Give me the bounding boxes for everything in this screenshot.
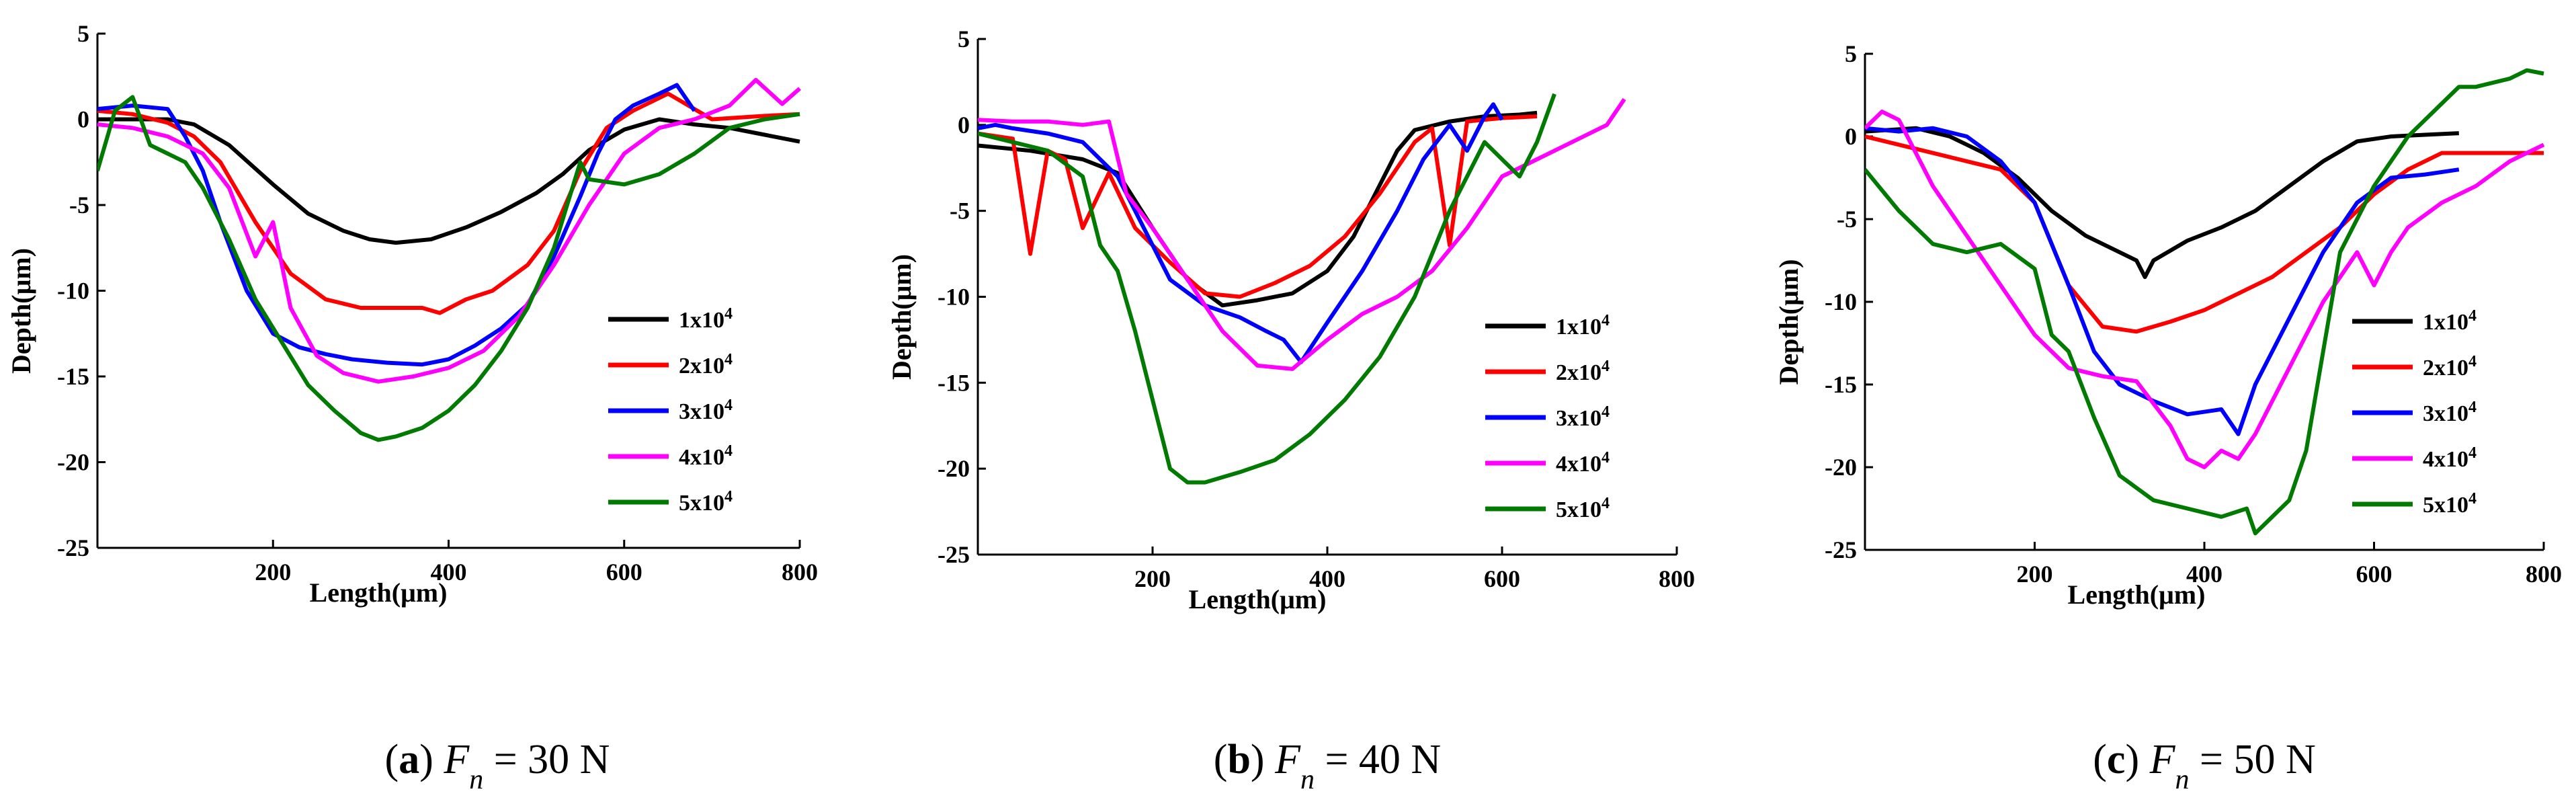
y-tick-label: -15 xyxy=(938,369,970,396)
y-tick-label: -10 xyxy=(938,284,970,311)
series-line-2 xyxy=(1865,134,2544,334)
x-tick-label: 800 xyxy=(782,559,818,585)
x-tick-label: 800 xyxy=(1659,565,1695,592)
panel-c: 5 0 -5 -10 -15 -20 -25 200 400 600 800 Length(μm) De… xyxy=(1774,40,2562,795)
x-tick-label: 400 xyxy=(1309,565,1345,592)
y-tick-label: -15 xyxy=(57,363,89,390)
x-axis-label: Length(μm) xyxy=(1189,584,1327,614)
series-line-1 xyxy=(97,117,800,245)
y-tick-label: 0 xyxy=(958,112,970,138)
x-tick-label: 400 xyxy=(2186,561,2222,588)
legend-label: 5x104 xyxy=(2423,490,2477,518)
x-tick-label: 400 xyxy=(431,559,467,585)
panel-b: 5 0 -5 -10 -15 -20 -25 200 400 600 800 Length(μm) De… xyxy=(886,26,1695,795)
legend-label: 2x104 xyxy=(1556,358,1610,385)
x-axis-label: Length(μm) xyxy=(2068,579,2206,610)
y-tick-label: -15 xyxy=(1825,371,1857,398)
y-tick-label: 5 xyxy=(77,20,89,47)
y-tick-label: -20 xyxy=(1825,454,1857,481)
y-tick-label: -5 xyxy=(950,198,970,225)
series-line-2 xyxy=(97,91,800,315)
panel-a: 5 0 -5 -10 -15 -20 -25 200 400 600 800 Length(μm) De… xyxy=(6,20,818,795)
panel-caption: (b) Fn = 40 N xyxy=(1214,737,1441,795)
series-line-1 xyxy=(1865,126,2459,280)
y-axis-label: Depth(μm) xyxy=(886,254,917,380)
series-line-5 xyxy=(1865,68,2544,536)
y-tick-label: 0 xyxy=(77,106,89,133)
x-tick-label: 600 xyxy=(2356,561,2393,588)
legend-label: 3x104 xyxy=(2423,399,2477,426)
panel-caption: (c) Fn = 50 N xyxy=(2093,737,2315,795)
legend-label: 2x104 xyxy=(2423,353,2477,380)
y-tick-label: -25 xyxy=(57,534,89,561)
legend-label: 5x104 xyxy=(1556,495,1610,522)
x-tick-label: 800 xyxy=(2526,561,2562,588)
legend-label: 2x104 xyxy=(679,351,733,378)
y-tick-label: -20 xyxy=(938,455,970,482)
series-line-4 xyxy=(97,77,801,384)
x-tick-label: 600 xyxy=(1484,565,1520,592)
x-tick-label: 200 xyxy=(255,559,291,585)
series-line-3 xyxy=(978,102,1504,364)
legend-label: 1x104 xyxy=(679,305,733,333)
y-tick-label: -5 xyxy=(69,192,89,218)
legend-label: 1x104 xyxy=(1556,312,1610,339)
y-tick-label: -5 xyxy=(1837,206,1857,233)
y-axis-label: Depth(μm) xyxy=(1774,259,1804,385)
y-tick-label: -25 xyxy=(938,541,970,568)
y-tick-label: 0 xyxy=(1845,123,1857,150)
x-tick-label: 600 xyxy=(606,559,642,585)
x-axis-label: Length(μm) xyxy=(310,577,448,608)
legend-label: 5x104 xyxy=(679,488,733,516)
y-tick-label: 5 xyxy=(1845,40,1857,67)
legend-label: 1x104 xyxy=(2423,307,2477,335)
series-line-3 xyxy=(97,83,696,367)
series-line-3 xyxy=(1865,126,2460,436)
y-tick-label: 5 xyxy=(958,26,970,52)
legend-label: 4x104 xyxy=(2423,444,2477,472)
legend-label: 3x104 xyxy=(1556,403,1610,431)
series-line-5 xyxy=(97,95,800,442)
x-tick-label: 200 xyxy=(2017,561,2053,588)
y-axis-label: Depth(μm) xyxy=(6,248,36,374)
x-tick-label: 200 xyxy=(1134,565,1171,592)
panel-caption: (a) Fn = 30 N xyxy=(385,737,610,795)
series-line-4 xyxy=(1865,110,2545,469)
y-tick-label: -10 xyxy=(1825,288,1857,315)
legend-label: 4x104 xyxy=(1556,449,1610,477)
y-tick-label: -20 xyxy=(57,449,89,476)
y-tick-label: -25 xyxy=(1825,536,1857,563)
legend-label: 3x104 xyxy=(679,397,733,424)
series-line-5 xyxy=(978,93,1556,485)
y-tick-label: -10 xyxy=(57,278,89,305)
legend-label: 4x104 xyxy=(679,442,733,470)
